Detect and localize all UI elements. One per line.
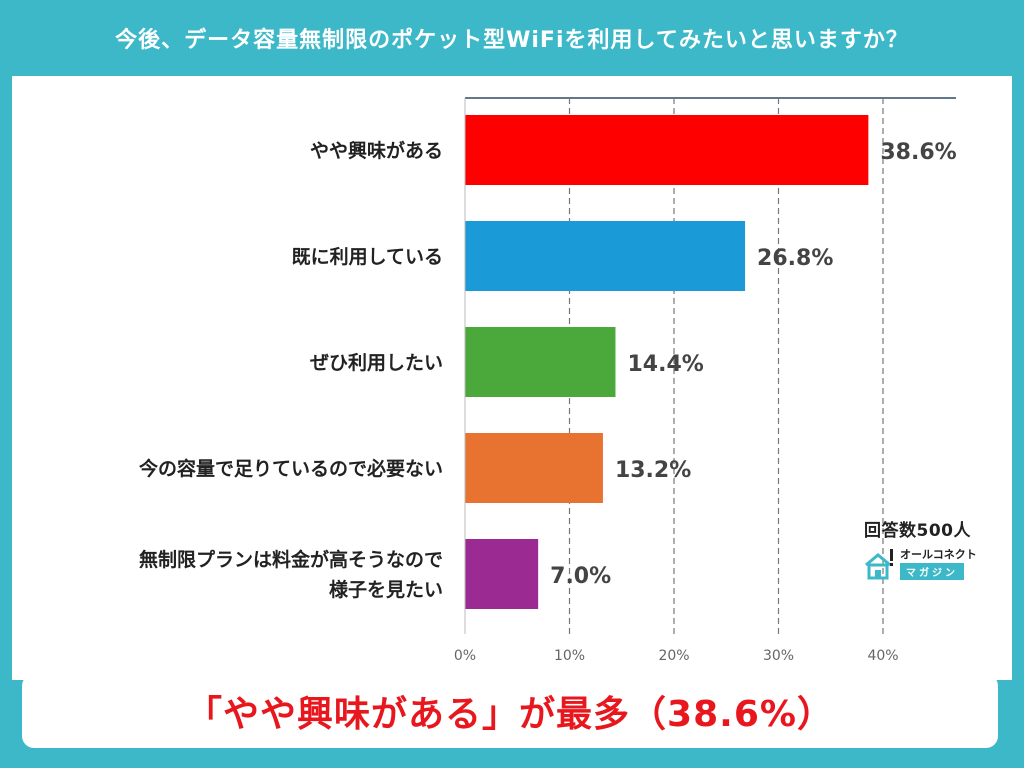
x-tick-label: 30% xyxy=(763,648,794,664)
bar-value-label: 13.2% xyxy=(615,458,691,483)
bar xyxy=(465,433,603,503)
bar-value-label: 38.6% xyxy=(880,140,956,165)
x-tick-label: 10% xyxy=(554,648,585,664)
chart-title: 今後、データ容量無制限のポケット型WiFiを利用してみたいと思いますか？ xyxy=(115,28,909,53)
bar-value-label: 14.4% xyxy=(627,352,703,377)
category-label: 既に利用している xyxy=(292,246,443,268)
category-label: やや興味がある xyxy=(310,139,443,162)
bar-chart: 0% 10% 20% 30% 40% 38.6% やや興味がある 26.8% 既に利用している 1… xyxy=(138,97,957,664)
summary-banner: 「やや興味がある」が最多（38.6%） xyxy=(22,674,998,748)
respondent-badge: 回答数500人 オールコネクト マガジン xyxy=(864,516,1014,581)
bar xyxy=(465,221,746,291)
category-label: 今の容量で足りているので必要ない xyxy=(138,457,443,480)
bar-value-label: 7.0% xyxy=(550,564,611,589)
category-label: 様子を見たい xyxy=(329,578,443,601)
chart-panel: 0% 10% 20% 30% 40% 38.6% やや興味がある 26.8% 既に利用している 1… xyxy=(12,76,1012,680)
bar xyxy=(465,115,869,185)
x-tick-label: 40% xyxy=(867,648,898,664)
category-label: 無制限プランは料金が高そうなので xyxy=(139,548,443,571)
house-icon xyxy=(865,549,893,580)
brand-logo: オールコネクト マガジン xyxy=(864,547,1014,581)
bar-value-label: 26.8% xyxy=(757,246,833,271)
bar xyxy=(465,539,539,609)
respondent-count: 回答数500人 xyxy=(864,521,971,541)
x-tick-label: 0% xyxy=(454,648,476,664)
x-tick-label: 20% xyxy=(658,648,689,664)
category-label: ぜひ利用したい xyxy=(310,352,443,374)
logo-text-bottom: マガジン xyxy=(900,563,964,580)
logo-text-top: オールコネクト xyxy=(900,548,977,561)
bar xyxy=(465,327,616,397)
